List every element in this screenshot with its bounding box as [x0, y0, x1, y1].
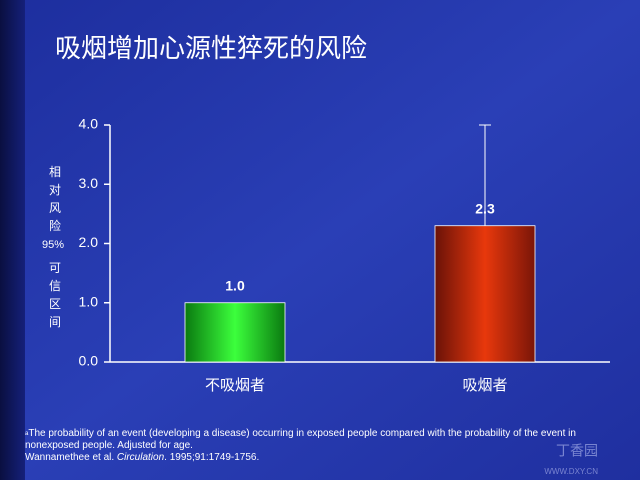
- watermark: WWW.DXY.CN: [544, 467, 598, 476]
- watermark: 丁香园: [556, 443, 598, 459]
- value-label: 2.3: [475, 200, 495, 216]
- y-axis-label: 区: [49, 297, 61, 311]
- x-tick-label: 吸烟者: [462, 377, 507, 394]
- citation: . 1995;91:1749-1756.: [164, 452, 260, 463]
- y-axis-label: 相: [49, 165, 61, 179]
- y-axis-label: 可: [49, 261, 61, 275]
- y-tick-label: 0.0: [79, 353, 99, 369]
- footnote: aThe probability of an event (developing…: [25, 428, 625, 464]
- footnote-text: The probability of an event (developing …: [25, 428, 576, 451]
- chart-title: 吸烟增加心源性猝死的风险: [55, 33, 367, 63]
- x-tick-label: 不吸烟者: [205, 377, 265, 394]
- bar: [184, 302, 286, 363]
- citation: Wannamethee et al.: [25, 452, 117, 463]
- y-tick-label: 3.0: [79, 175, 99, 191]
- y-tick-label: 2.0: [79, 234, 99, 250]
- footnote-marker: a: [25, 431, 29, 437]
- y-axis-label: 95%: [42, 239, 64, 251]
- y-axis-label: 对: [49, 183, 61, 197]
- y-axis-label: 间: [49, 315, 61, 329]
- side-strip: [0, 0, 25, 480]
- y-axis-label: 险: [49, 218, 61, 233]
- value-label: 1.0: [225, 277, 245, 293]
- y-axis-label: 风: [49, 201, 61, 215]
- y-tick-label: 1.0: [79, 293, 99, 309]
- y-axis-label: 信: [49, 279, 61, 293]
- citation-journal: Circulation: [116, 452, 165, 463]
- y-tick-label: 4.0: [79, 116, 99, 132]
- bar: [434, 225, 536, 363]
